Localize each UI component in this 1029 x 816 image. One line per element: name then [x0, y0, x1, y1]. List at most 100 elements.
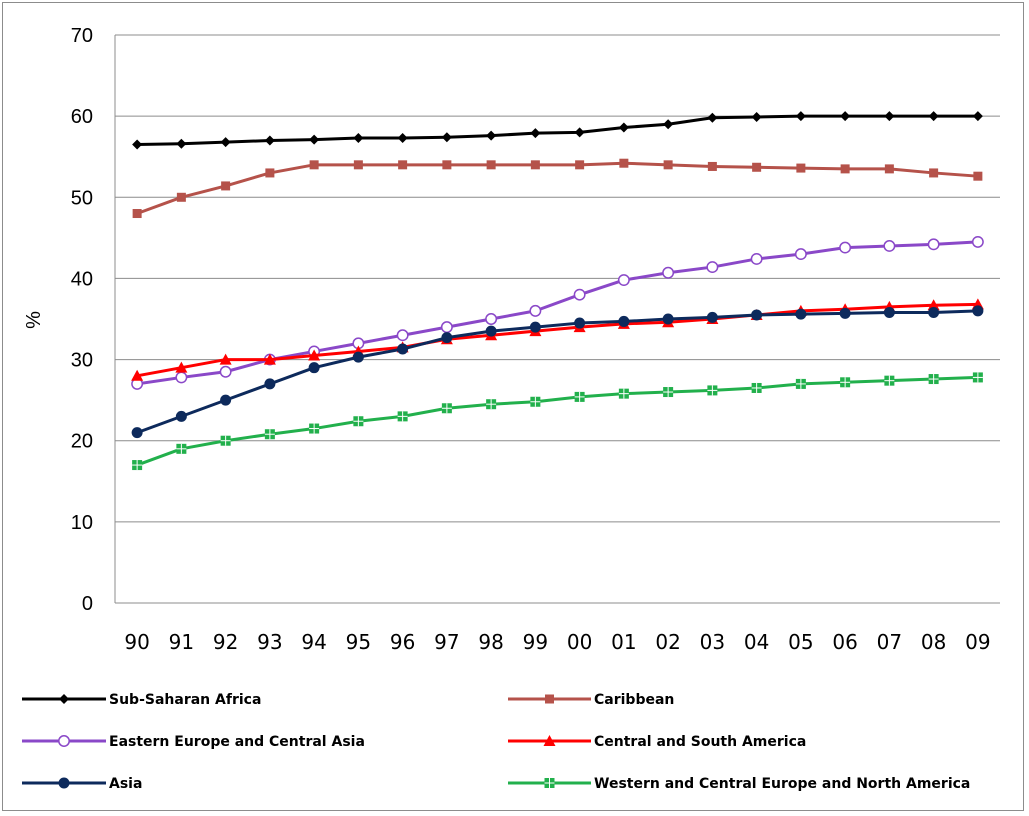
x-tick-label: 91: [169, 630, 194, 654]
data-point: [707, 385, 718, 396]
data-point: [264, 378, 276, 390]
data-point: [265, 168, 275, 178]
data-point: [176, 443, 187, 454]
data-point: [530, 396, 541, 407]
data-point: [574, 317, 586, 329]
data-point: [398, 160, 408, 170]
data-point: [750, 253, 763, 265]
data-point: [220, 394, 232, 406]
data-point: [928, 374, 939, 385]
data-point: [795, 111, 806, 122]
data-point: [219, 353, 232, 365]
x-tick-labels: 90 91 92 93 94 95 96 97 98 99 00 01 02 03 04 05 06 07 08 09: [124, 630, 990, 654]
y-tick-label: 50: [71, 187, 93, 209]
data-point: [972, 372, 983, 383]
data-point: [706, 261, 719, 274]
legend-item: Asia: [22, 776, 142, 792]
series-line: [136, 375, 978, 467]
data-point: [545, 694, 554, 704]
axes: [114, 35, 1000, 604]
data-point: [175, 410, 187, 422]
series-1: [132, 158, 983, 219]
legend-item: Caribbean: [508, 692, 674, 708]
x-tick-label: 03: [700, 630, 725, 654]
data-point: [58, 735, 70, 747]
legend-label: Eastern Europe and Central Asia: [109, 734, 365, 750]
data-point: [883, 240, 896, 252]
data-point: [58, 777, 70, 789]
data-point: [795, 308, 807, 320]
data-point: [927, 238, 940, 251]
legend-item: Central and South America: [508, 734, 806, 750]
legend-label: Caribbean: [594, 692, 674, 708]
y-tick-label: 70: [71, 25, 93, 47]
data-point: [486, 130, 497, 141]
series-line: [136, 309, 978, 435]
data-point: [485, 325, 497, 337]
data-point: [795, 378, 806, 389]
data-point: [663, 160, 673, 170]
data-point: [706, 311, 718, 323]
data-point: [442, 160, 452, 170]
x-tick-label: 02: [655, 630, 680, 654]
data-point: [707, 161, 717, 171]
series-3: [131, 298, 984, 381]
series-line: [136, 161, 978, 215]
data-point: [796, 163, 806, 173]
data-point: [132, 209, 142, 219]
data-point: [308, 349, 321, 361]
data-point: [353, 160, 363, 170]
x-tick-label: 90: [124, 630, 149, 654]
data-point: [352, 351, 364, 363]
y-tick-label: 20: [71, 431, 93, 453]
data-point: [529, 321, 541, 333]
data-point: [309, 423, 320, 434]
data-point: [574, 127, 585, 138]
data-point: [751, 382, 762, 393]
x-tick-label: 95: [346, 630, 371, 654]
x-tick-label: 96: [390, 630, 415, 654]
x-tick-label: 06: [832, 630, 857, 654]
data-point: [219, 365, 232, 378]
data-point: [441, 403, 452, 414]
data-point: [263, 353, 276, 365]
data-point: [618, 315, 630, 327]
legend-label: Sub-Saharan Africa: [109, 692, 261, 708]
data-point: [264, 135, 275, 146]
x-tick-label: 09: [965, 630, 990, 654]
x-tick-label: 94: [301, 630, 326, 654]
series-0: [132, 111, 983, 150]
data-point: [132, 139, 143, 150]
legend-label: Central and South America: [594, 734, 806, 750]
data-point: [751, 309, 763, 321]
data-point: [544, 778, 555, 788]
y-tick-label: 60: [71, 106, 93, 128]
data-point: [309, 160, 319, 170]
legend-item: Eastern Europe and Central Asia: [22, 734, 365, 750]
x-tick-label: 07: [877, 630, 902, 654]
x-tick-label: 98: [478, 630, 503, 654]
data-point: [707, 112, 718, 123]
data-point: [928, 307, 940, 319]
x-tick-label: 97: [434, 630, 459, 654]
data-point: [441, 132, 452, 143]
legend-label: Western and Central Europe and North Ame…: [594, 776, 970, 792]
data-point: [176, 192, 186, 202]
data-point: [662, 313, 674, 325]
x-tick-label: 08: [921, 630, 946, 654]
legend-item: Sub-Saharan Africa: [22, 692, 261, 708]
data-point: [884, 164, 894, 174]
data-point: [530, 160, 540, 170]
data-point: [840, 377, 851, 388]
data-point: [485, 313, 498, 325]
y-tick-labels: 0 10 20 30 40 50 60 70: [71, 25, 93, 615]
data-point: [794, 248, 807, 261]
series-4: [131, 305, 984, 439]
x-tick-label: 04: [744, 630, 769, 654]
data-point: [131, 369, 144, 381]
data-point: [486, 399, 497, 410]
data-point: [264, 429, 275, 440]
x-tick-label: 00: [567, 630, 592, 654]
